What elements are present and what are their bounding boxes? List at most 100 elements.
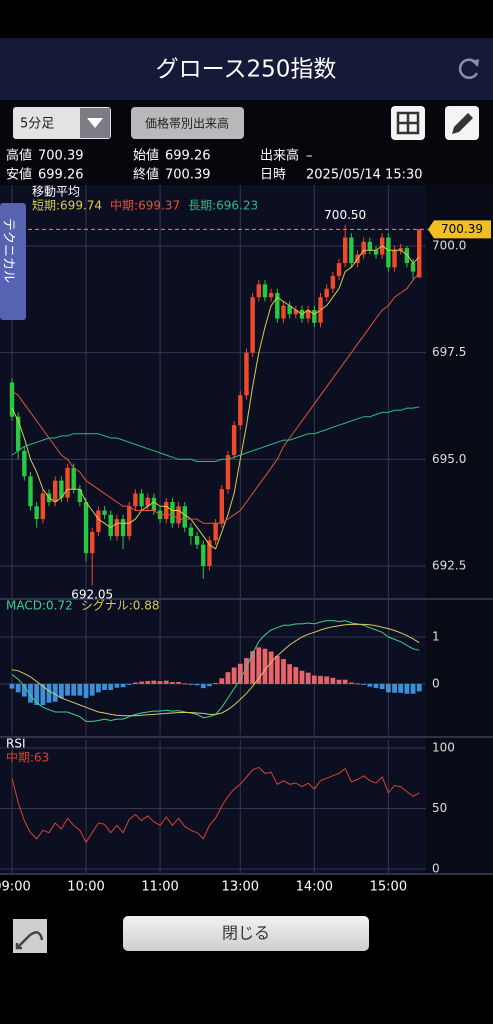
- close-button[interactable]: 閉じる: [123, 916, 369, 951]
- series-line: [11, 766, 420, 844]
- layout-button[interactable]: [391, 106, 425, 140]
- candle-body: [238, 395, 243, 426]
- info-label: 安値: [6, 167, 32, 183]
- candle-body: [40, 493, 46, 520]
- last-price-tag: [428, 220, 491, 239]
- candle-body: [15, 416, 21, 451]
- candle-body: [386, 237, 391, 268]
- info-value: 699.26: [165, 149, 211, 164]
- interval-label: 5分足: [20, 117, 54, 132]
- draw-button[interactable]: [445, 106, 479, 140]
- candle-body: [250, 297, 255, 353]
- histogram-bar: [336, 679, 342, 684]
- histogram-bar: [274, 655, 280, 684]
- reload-button[interactable]: [458, 58, 479, 79]
- candle-body: [71, 467, 76, 490]
- info-label: 始値: [133, 148, 159, 164]
- series-line: [11, 406, 420, 462]
- histogram-bar: [256, 647, 262, 684]
- button-bg: [123, 916, 369, 951]
- candle-body: [22, 450, 27, 477]
- y-tick-label: 695.0: [432, 452, 466, 466]
- info-label: 出来高: [260, 148, 299, 164]
- histogram-bar: [95, 683, 101, 693]
- y-tick-label: 0: [432, 862, 440, 876]
- histogram-bar: [237, 663, 243, 684]
- histogram-bar: [145, 681, 151, 684]
- candle-body: [59, 480, 64, 498]
- x-tick-label: 15:00: [370, 880, 407, 895]
- info-label: 終値: [133, 167, 159, 183]
- histogram-bar: [324, 676, 330, 684]
- histogram-bar: [367, 683, 373, 687]
- histogram-bar: [410, 683, 416, 694]
- candle-body: [281, 305, 286, 319]
- candle-body: [361, 241, 366, 255]
- candle-body: [275, 292, 280, 319]
- info-panel: 高値 700.39 始値 699.26 出来高 – 安値 699.26 終値 7…: [6, 148, 423, 183]
- histogram-bar: [108, 683, 114, 690]
- series-line: [11, 623, 420, 717]
- candle-body: [417, 229, 422, 278]
- legend-label: 中期:63: [6, 750, 49, 765]
- header-title: グロース250指数: [156, 57, 337, 83]
- candle-body: [83, 502, 89, 554]
- histogram-bar: [293, 667, 299, 684]
- candle-body: [244, 352, 249, 396]
- histogram-bar: [15, 683, 21, 693]
- legend-label: 中期:699.37: [110, 198, 180, 213]
- candle-body: [65, 467, 70, 498]
- volume-profile-button[interactable]: 価格帯別出来高: [131, 107, 244, 139]
- last-price-label: 700.39: [441, 222, 483, 236]
- candle-body: [256, 284, 261, 298]
- legend-label: 長期:696.23: [188, 199, 258, 213]
- extreme-label: 692.05: [71, 588, 113, 602]
- candle-body: [77, 489, 83, 503]
- candle-body: [139, 493, 144, 507]
- axis-area: [426, 185, 493, 875]
- grid-icon: [396, 111, 420, 135]
- candle-body: [262, 284, 268, 298]
- histogram-bar: [373, 683, 379, 689]
- histogram-bar: [385, 683, 391, 693]
- candle-body: [349, 237, 354, 264]
- pencil-icon: [452, 113, 473, 134]
- histogram-bar: [287, 664, 293, 684]
- y-tick-label: 100: [432, 740, 455, 754]
- candle-body: [176, 506, 181, 524]
- histogram-bar: [200, 683, 206, 689]
- histogram-bar: [305, 672, 311, 684]
- back-icon: [15, 931, 44, 950]
- x-tick-label: 09:00: [0, 880, 31, 895]
- histogram-bar: [225, 672, 231, 684]
- candle-body: [330, 275, 336, 289]
- info-value: 699.26: [38, 168, 84, 183]
- candle-body: [293, 310, 299, 315]
- series-line: [11, 245, 420, 550]
- candle-body: [28, 476, 33, 507]
- candle-body: [305, 310, 311, 319]
- histogram-bar: [219, 678, 225, 684]
- histogram-bar: [126, 683, 132, 685]
- back-button[interactable]: [13, 919, 47, 953]
- candle-body: [213, 523, 218, 541]
- info-value: 700.39: [165, 168, 211, 183]
- indicator-title: RSI: [6, 737, 26, 751]
- y-tick-label: 692.5: [432, 559, 466, 573]
- histogram-bar: [342, 679, 348, 684]
- histogram-bar: [244, 658, 249, 684]
- histogram-bar: [392, 683, 397, 693]
- histogram-bar: [213, 682, 219, 684]
- histogram-bar: [163, 680, 169, 684]
- candle-body: [225, 455, 231, 490]
- x-tick-label: 13:00: [222, 880, 259, 895]
- candle-body: [120, 519, 126, 537]
- candle-body: [373, 250, 379, 255]
- histogram-bar: [299, 670, 305, 684]
- histogram-bar: [9, 683, 15, 689]
- interval-select[interactable]: 5分足: [13, 107, 111, 139]
- histogram-bar: [194, 683, 200, 686]
- histogram-bar: [120, 683, 126, 688]
- technical-tab[interactable]: テクニカル: [0, 203, 26, 320]
- histogram-bar: [58, 683, 64, 698]
